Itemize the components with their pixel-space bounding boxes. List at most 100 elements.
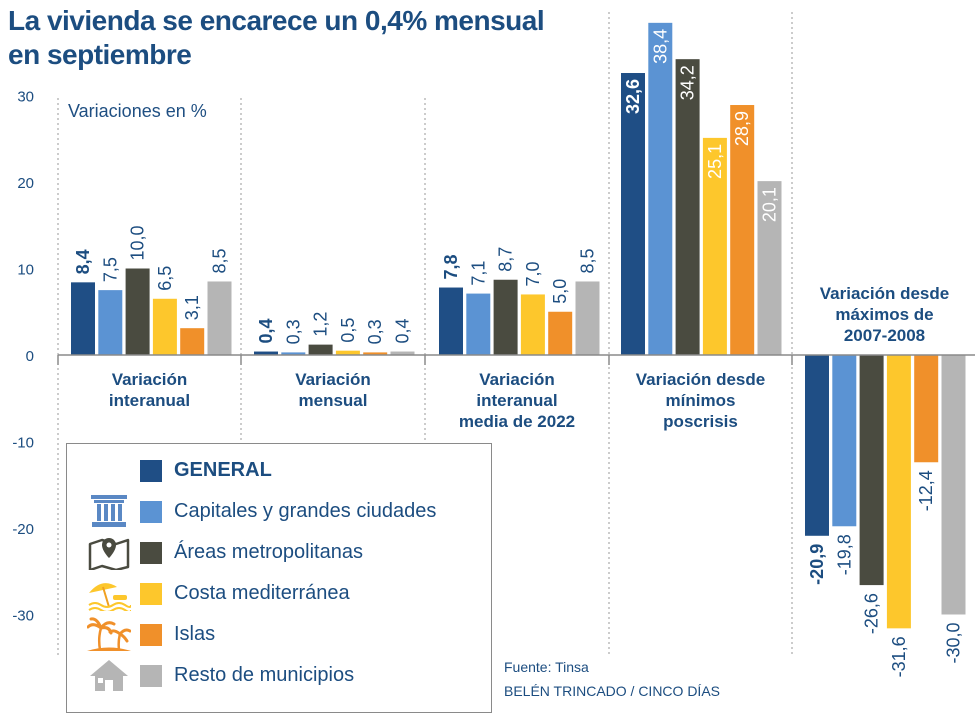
legend-item-capitales: Capitales y grandes ciudades [67,491,487,531]
bar [575,281,600,355]
legend-label-resto: Resto de municipios [174,664,355,686]
y-tick-label: 10 [17,262,34,279]
bar [98,290,123,355]
group-label: Variación mensual [241,369,425,411]
column-icon [91,495,127,527]
house-icon [90,660,128,691]
y-tick-label: -30 [12,608,34,625]
value-label: 0,3 [365,319,385,344]
value-label: 6,5 [155,266,175,291]
value-label: 5,0 [550,279,570,304]
group-label-line: mínimos [665,391,736,410]
bar [520,294,545,355]
bar [493,279,518,355]
value-label: -31,6 [889,636,909,677]
value-label: 38,4 [650,29,670,64]
bar [390,351,415,355]
group-label-line: interanual [108,391,191,410]
value-label: 3,1 [182,295,202,320]
value-label: 8,5 [210,248,230,273]
legend-swatch-costa [140,583,162,605]
value-label: -19,8 [834,534,854,575]
bar [702,137,727,355]
value-label: 8,7 [496,247,516,272]
bar [859,355,884,586]
value-label: 34,2 [678,65,698,100]
value-label: 0,4 [256,319,276,344]
bar [363,352,388,355]
group-label-line: mensual [298,391,368,410]
legend-swatch-resto [140,665,162,687]
value-label: -20,9 [807,544,827,585]
value-label: 7,1 [468,261,488,286]
value-label: 25,1 [705,144,725,179]
group-label: Variación desde mínimos poscrisis [609,369,792,432]
group-label-line: Variación [479,370,555,389]
legend-swatch-capitales [140,501,162,523]
group-label: Variación interanual [58,369,241,411]
bar [439,287,463,355]
legend-item-resto: Resto de municipios [67,655,487,695]
bar [675,59,700,356]
bar [207,281,232,355]
value-label: 7,5 [100,257,120,282]
legend-item-islas: Islas [67,614,487,654]
group-label-line: 2007-2008 [843,326,926,345]
bar [308,344,333,355]
value-label: 1,2 [311,312,331,337]
bar [621,73,645,355]
bar [730,105,755,355]
bar [548,311,573,355]
y-tick-label: 20 [17,175,34,192]
bar [914,355,939,463]
y-tick-label: -10 [12,435,34,452]
beach-umbrella-icon [88,583,131,611]
bar [941,355,966,615]
group-label: Variación interanual media de 2022 [425,369,609,432]
value-label: 10,0 [128,225,148,260]
legend-swatch-islas [140,624,162,646]
value-label: 7,8 [441,254,461,279]
legend-label-islas: Islas [174,623,216,645]
group-label-line: Variación desde [635,370,766,389]
map-pin-icon [88,538,130,570]
bar [335,350,360,355]
legend-item-costa: Costa mediterránea [67,573,487,613]
source-note: Fuente: Tinsa [504,659,589,675]
value-label: 20,1 [760,187,780,222]
legend-label-capitales: Capitales y grandes ciudades [174,500,437,522]
bar [125,268,150,355]
bar [281,352,306,355]
credit-note: BELÉN TRINCADO / CINCO DÍAS [504,683,721,699]
legend: GENERAL Capitales y grandes ciudades Áre… [66,443,492,713]
palm-trees-icon [87,617,131,651]
value-label: 28,9 [732,111,752,146]
value-label: -30,0 [944,623,964,664]
bar [180,328,205,355]
y-tick-label: 0 [26,348,34,365]
value-label: 32,6 [623,79,643,114]
legend-swatch-metropolitanas [140,542,162,564]
bar [805,355,829,536]
bar [71,282,95,355]
value-label: 7,0 [523,261,543,286]
bar [757,181,782,355]
value-label: 0,4 [393,319,413,344]
legend-label-general: GENERAL [174,459,272,481]
value-label: -26,6 [862,593,882,634]
legend-label-costa: Costa mediterránea [174,582,350,604]
y-tick-label: -20 [12,521,34,538]
legend-item-metropolitanas: Áreas metropolitanas [67,532,487,572]
bar [254,351,278,355]
units-label: Variaciones en % [68,101,207,121]
group-label-line: máximos de [835,305,934,324]
group-label-line: media de 2022 [458,412,576,431]
value-label: 8,5 [578,248,598,273]
chart-title: La vivienda se encarece un 0,4% mensual … [8,4,545,72]
value-label: 8,4 [73,249,93,274]
group-label-line: Variación [111,370,188,389]
legend-label-metropolitanas: Áreas metropolitanas [174,541,363,563]
value-label: 0,5 [338,318,358,343]
legend-item-general: GENERAL [67,450,487,490]
